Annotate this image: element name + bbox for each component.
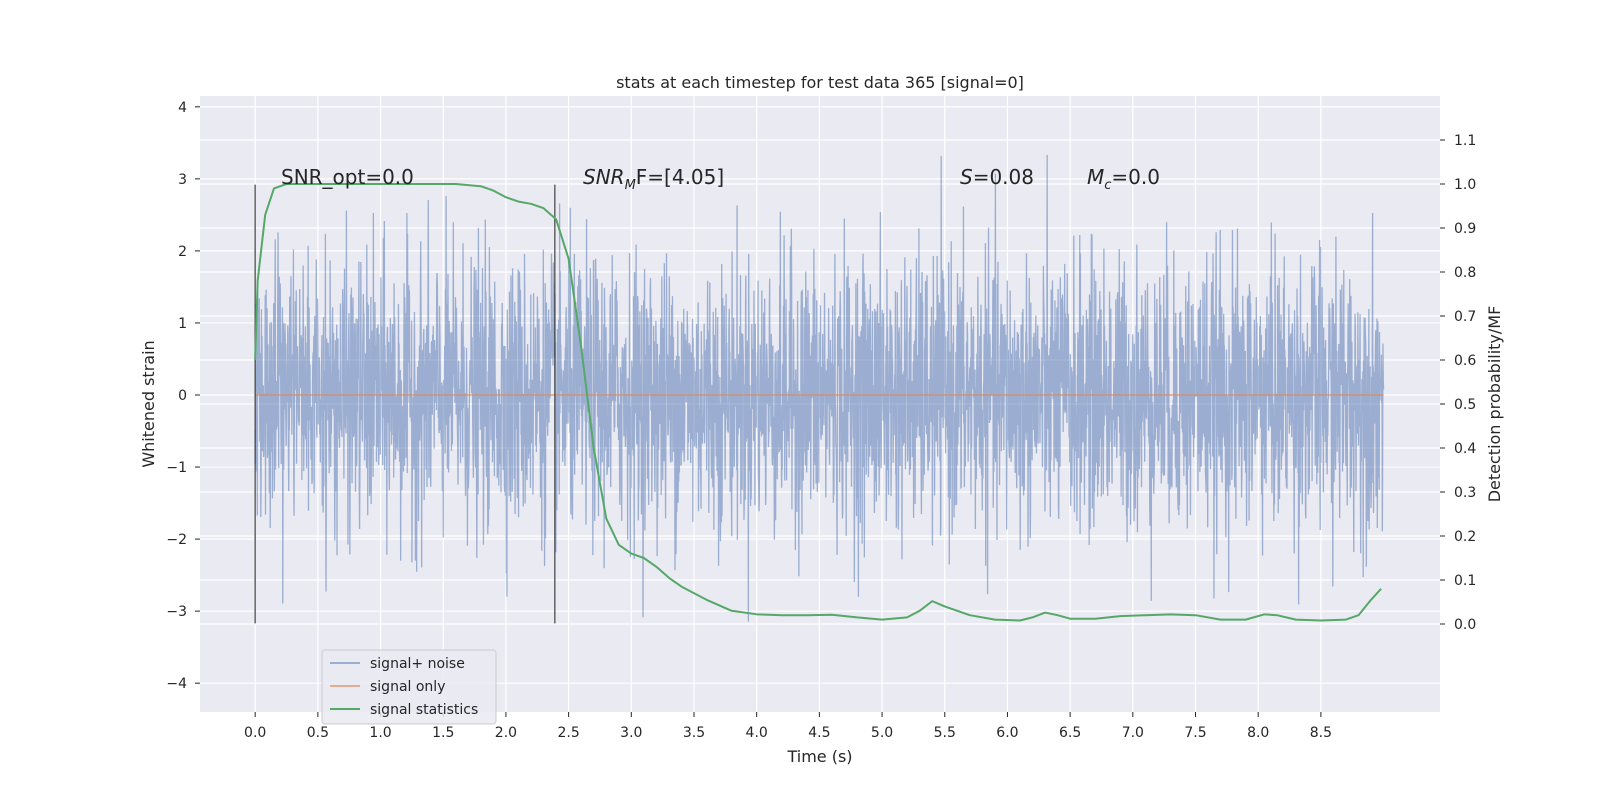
chart-title: stats at each timestep for test data 365… (616, 73, 1024, 92)
signal-noise-line (254, 154, 1385, 622)
x-tick-label: 8.5 (1310, 725, 1332, 741)
y-right-tick-label: 0.7 (1454, 309, 1476, 325)
vertical-markers (254, 184, 556, 624)
s-value: =0.08 (973, 165, 1034, 189)
legend-box (321, 649, 497, 725)
legend-label-signal-statistics: signal statistics (370, 702, 478, 718)
x-tick-label: 3.5 (683, 725, 705, 741)
x-tick-label: 6.5 (1059, 725, 1081, 741)
legend-label-signal-only: signal only (370, 679, 445, 695)
x-tick-label: 4.5 (808, 725, 830, 741)
y-right-tick-label: 0.6 (1454, 353, 1476, 369)
mc-value: =0.0 (1111, 165, 1160, 189)
y-tick-label: 3 (178, 172, 187, 188)
x-axis-label: Time (s) (786, 747, 852, 766)
y-right-tick-label: 0.9 (1454, 221, 1476, 237)
y-right-tick-label: 0.1 (1454, 573, 1476, 589)
x-tick-label: 5.0 (871, 725, 893, 741)
x-tick-label: 7.5 (1184, 725, 1206, 741)
y-tick-label: −2 (166, 532, 187, 548)
y-tick-label: −3 (166, 604, 187, 620)
y-right-tick-label: 0.3 (1454, 485, 1476, 501)
signal-noise-series (254, 154, 1385, 622)
y-right-tick-label: 0.4 (1454, 441, 1476, 457)
y-tick-label: 4 (178, 100, 187, 116)
y-tick-label: 1 (178, 316, 187, 332)
x-tick-label: 1.5 (432, 725, 454, 741)
y-axis-label: Whitened strain (139, 340, 158, 467)
y-tick-label: −1 (166, 460, 187, 476)
snr-mf-base: SNR (583, 165, 625, 189)
annotation-snr-opt: SNR_opt=0.0 (281, 165, 414, 189)
x-tick-label: 1.0 (369, 725, 391, 741)
legend-label-signal-noise: signal+ noise (370, 656, 465, 672)
x-tick-label: 6.0 (996, 725, 1018, 741)
x-tick-label: 4.0 (746, 725, 768, 741)
y-tick-label: 0 (178, 388, 187, 404)
x-tick-label: 0.5 (307, 725, 329, 741)
s-label: S (960, 165, 973, 189)
annotation-s: S=0.08 (960, 165, 1034, 189)
mc-sub: c (1104, 178, 1111, 193)
signal-statistics-series (254, 183, 1382, 622)
x-tick-label: 5.5 (934, 725, 956, 741)
x-tick-label: 2.5 (557, 725, 579, 741)
y-axis-right-label: Detection probability/MF (1485, 306, 1504, 503)
annotation-snr-mf: SNRMF=[4.05] (583, 165, 724, 193)
y-right-tick-label: 0.8 (1454, 265, 1476, 281)
snr-mf-rest: F=[4.05] (636, 165, 724, 189)
y-right-tick-label: 1.0 (1454, 177, 1476, 193)
y-right-tick-label: 1.1 (1454, 133, 1476, 149)
x-tick-label: 3.0 (620, 725, 642, 741)
legend: signal+ noise signal only signal statist… (321, 649, 497, 725)
y-right-tick-label: 0.0 (1454, 617, 1476, 633)
y-right-tick-label: 0.2 (1454, 529, 1476, 545)
x-tick-label: 0.0 (244, 725, 266, 741)
signal-statistics-line (254, 183, 1382, 622)
annotation-mc: Mc=0.0 (1087, 165, 1160, 193)
y-right-tick-label: 0.5 (1454, 397, 1476, 413)
mc-base: M (1087, 165, 1104, 189)
x-tick-label: 7.0 (1122, 725, 1144, 741)
ticks: 0.0 0.5 1.0 1.5 2.0 2.5 3.0 3.5 4.0 4.5 5.0 5.5 6.0 6… (166, 100, 1476, 741)
snr-mf-sub: M (625, 178, 636, 193)
y-tick-label: 2 (178, 244, 187, 260)
x-tick-label: 8.0 (1247, 725, 1269, 741)
x-tick-label: 2.0 (495, 725, 517, 741)
y-tick-label: −4 (166, 676, 187, 692)
